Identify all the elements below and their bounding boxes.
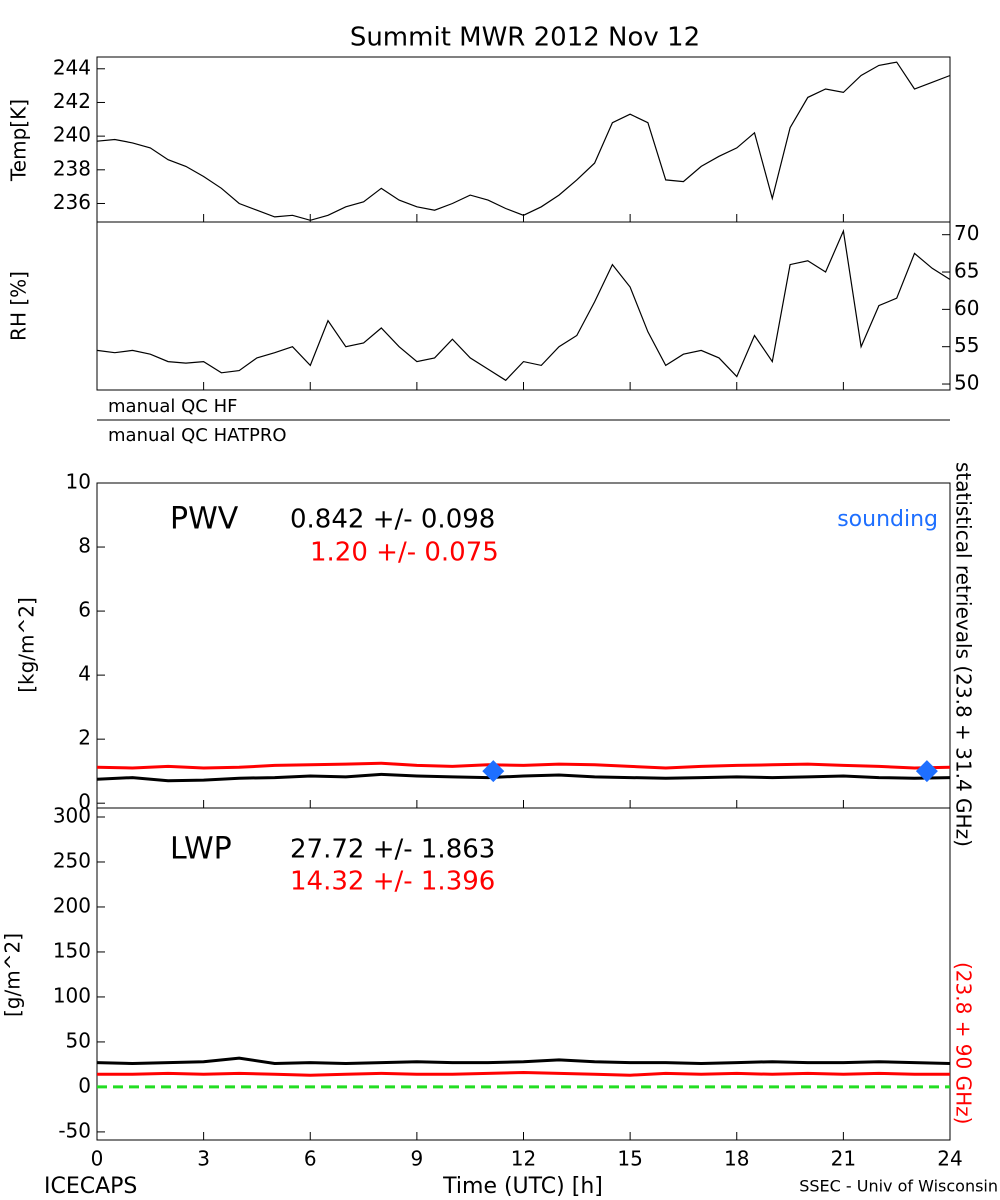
panel-label: LWP [170, 832, 232, 867]
y-tick-label: 0 [78, 1073, 91, 1097]
x-tick-label: 15 [617, 1147, 642, 1171]
y-tick-label: 4 [78, 662, 91, 686]
data-line [96, 61, 951, 221]
y-axis-label: Temp[K] [7, 99, 31, 182]
x-tick-label: 12 [511, 1147, 536, 1171]
x-tick-label: 18 [724, 1147, 749, 1171]
sounding-marker [915, 760, 938, 783]
legend-entry: 27.72 +/- 1.863 [290, 835, 495, 865]
y-tick-label: 60 [954, 296, 979, 320]
qc-label: manual QC HF [108, 396, 237, 417]
panel-label: PWV [170, 502, 239, 537]
footer-right: SSEC - Univ of Wisconsin [799, 1177, 998, 1196]
y-tick-label: 6 [78, 598, 91, 622]
legend-entry: 14.32 +/- 1.396 [290, 867, 495, 897]
legend-entry: 0.842 +/- 0.098 [290, 505, 495, 535]
legend-entry: 1.20 +/- 0.075 [310, 538, 499, 568]
data-line [97, 1070, 950, 1077]
y-tick-label: 65 [954, 259, 979, 283]
x-tick-label: 24 [937, 1147, 962, 1171]
y-axis-label: [g/m^2] [1, 933, 25, 1017]
y-tick-label: 55 [954, 333, 979, 357]
side-label: (23.8 + 90 GHz) [952, 962, 976, 1124]
y-tick-label: 150 [53, 938, 91, 962]
x-tick-label: 21 [831, 1147, 856, 1171]
y-tick-label: 100 [53, 983, 91, 1007]
y-tick-label: 242 [53, 89, 91, 113]
footer-left: ICECAPS [44, 1174, 137, 1199]
y-tick-label: 238 [53, 156, 91, 180]
y-tick-label: 236 [53, 190, 91, 214]
x-tick-label: 3 [197, 1147, 210, 1171]
x-axis-label: Time (UTC) [h] [442, 1174, 603, 1199]
y-tick-label: 50 [954, 371, 979, 395]
y-axis-label: [kg/m^2] [15, 597, 39, 693]
y-tick-label: -50 [58, 1118, 91, 1142]
x-tick-label: 9 [411, 1147, 424, 1171]
y-axis-label: RH [%] [7, 271, 31, 341]
x-tick-label: 0 [91, 1147, 104, 1171]
qc-label: manual QC HATPRO [108, 425, 287, 446]
y-tick-label: 300 [53, 803, 91, 827]
y-tick-label: 50 [66, 1028, 91, 1052]
data-line [96, 1056, 951, 1066]
y-tick-label: 244 [53, 55, 91, 79]
y-tick-label: 240 [53, 123, 91, 147]
y-tick-label: 70 [954, 221, 979, 245]
data-line [96, 761, 951, 770]
y-tick-label: 0 [78, 790, 91, 814]
y-tick-label: 200 [53, 893, 91, 917]
y-tick-label: 250 [53, 848, 91, 872]
y-tick-label: 2 [78, 726, 91, 750]
legend-entry: sounding [837, 507, 938, 532]
y-tick-label: 8 [78, 534, 91, 558]
data-line [96, 228, 951, 382]
chart-title: Summit MWR 2012 Nov 12 [350, 23, 700, 53]
x-tick-label: 6 [304, 1147, 317, 1171]
data-line [96, 772, 951, 783]
y-tick-label: 10 [66, 470, 91, 494]
sounding-marker [482, 760, 505, 783]
side-label: statistical retrievals (23.8 + 31.4 GHz) [952, 462, 976, 847]
